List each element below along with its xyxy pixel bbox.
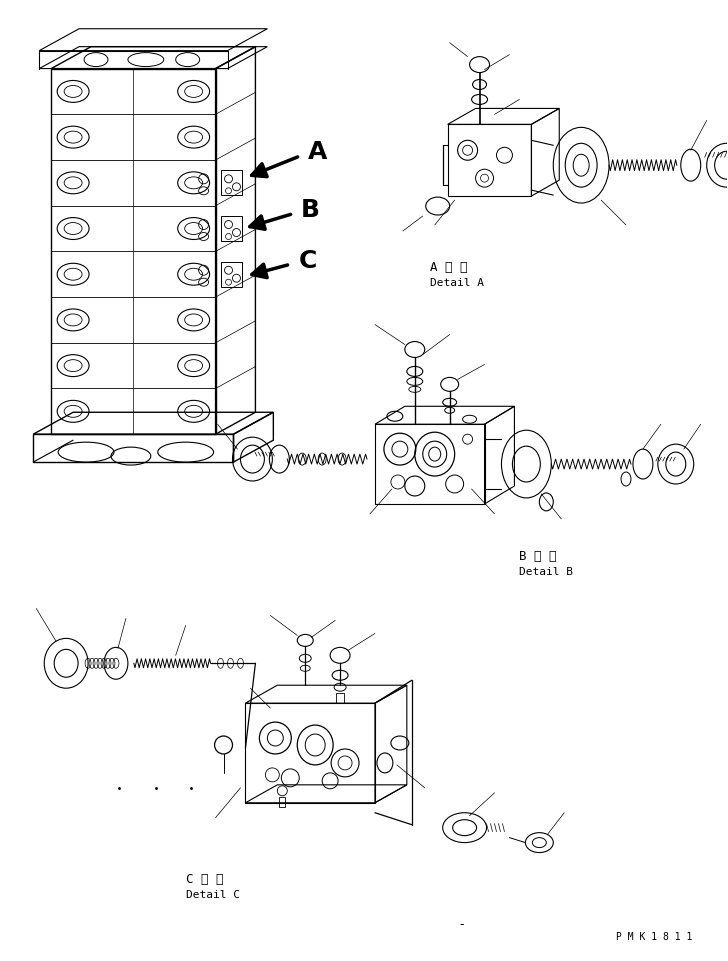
Text: C 詳 細: C 詳 細 xyxy=(186,873,223,885)
Text: Detail C: Detail C xyxy=(186,890,240,899)
Text: -: - xyxy=(459,918,464,930)
Text: C: C xyxy=(298,249,317,273)
Text: P M K 1 8 1 1: P M K 1 8 1 1 xyxy=(616,931,692,941)
Text: Detail B: Detail B xyxy=(519,566,574,576)
Bar xyxy=(280,797,285,807)
Bar xyxy=(336,694,344,703)
Text: Detail A: Detail A xyxy=(430,278,483,287)
Text: A: A xyxy=(308,139,328,163)
Text: B 詳 細: B 詳 細 xyxy=(519,549,557,562)
Text: B: B xyxy=(301,197,320,221)
Text: A 詳 細: A 詳 細 xyxy=(430,260,467,274)
